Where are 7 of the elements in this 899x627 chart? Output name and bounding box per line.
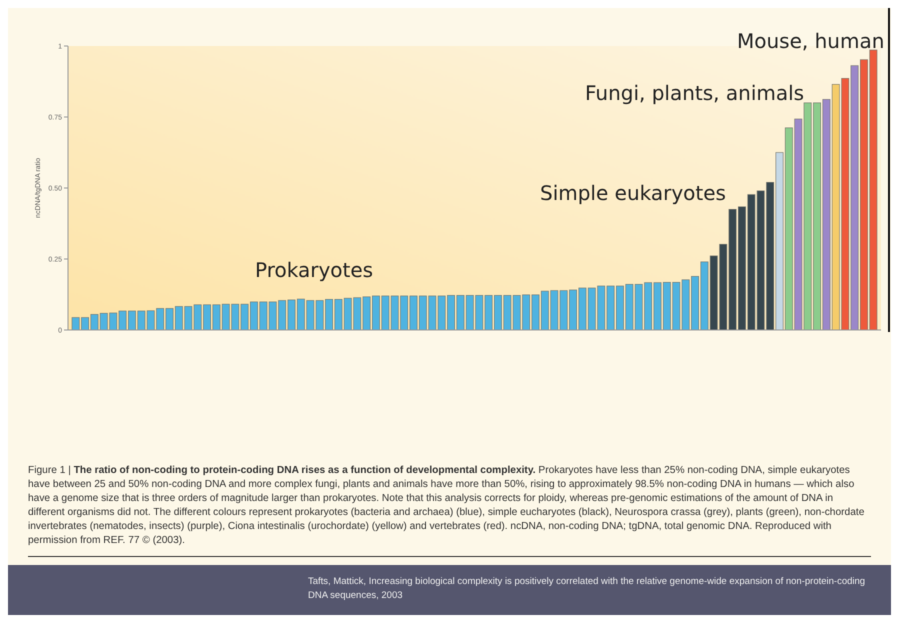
annotation: Simple eukaryotes	[540, 181, 726, 205]
annotation: Fungi, plants, animals	[585, 81, 804, 105]
caption: Figure 1 |	[28, 465, 71, 476]
annotation: Prokaryotes	[255, 258, 374, 282]
annotation: Mouse, human	[737, 29, 884, 53]
text: The ratio of non-coding to protein-coding DNA rises as a function of developmental complexity.	[74, 465, 536, 476]
text: Tafts, Mattick, Increasing biological complexity is positively correlated with the relative genome-wide expansion of non-protein-coding DNA sequences, 2003	[8, 565, 891, 615]
